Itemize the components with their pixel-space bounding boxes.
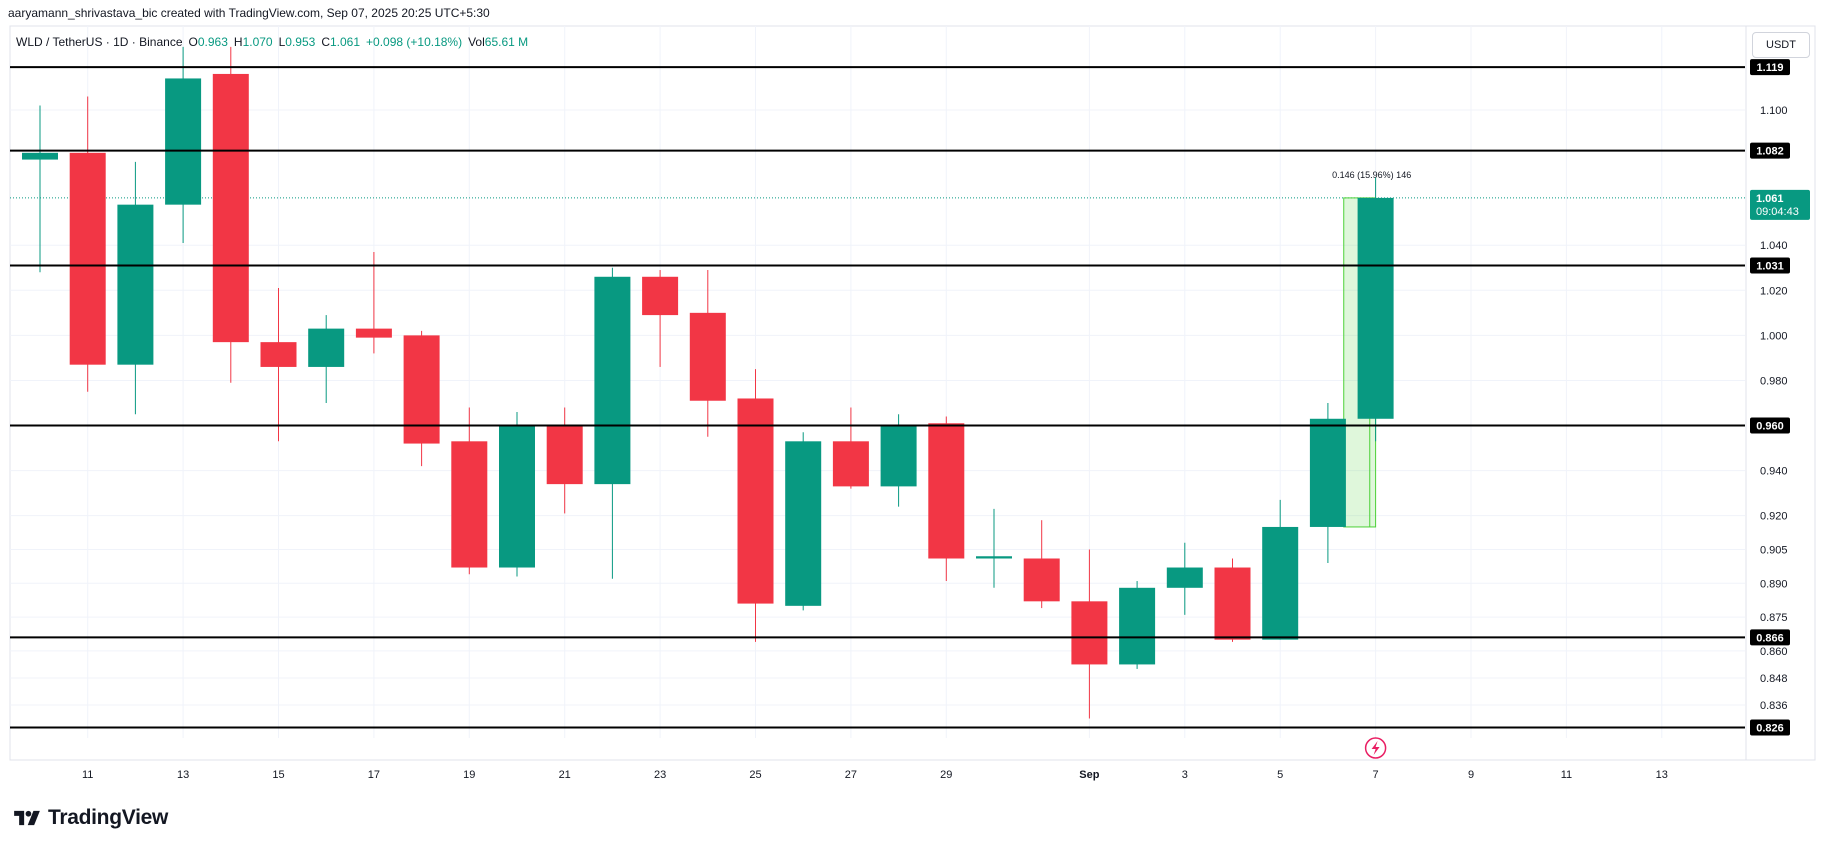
candle-up	[308, 328, 345, 367]
close-label: C	[321, 35, 330, 49]
high-value: 1.070	[242, 35, 273, 49]
x-tick-label: 11	[82, 769, 93, 781]
candle-down	[737, 398, 774, 604]
last-price-label: 1.061	[1756, 193, 1784, 205]
candle-down	[212, 73, 249, 343]
x-tick-label: 11	[1561, 769, 1572, 781]
x-tick-label: 3	[1182, 769, 1188, 781]
level-price-label: 0.866	[1756, 632, 1784, 644]
x-tick-label: 29	[940, 769, 952, 781]
level-price-label: 1.119	[1757, 62, 1784, 74]
level-price-label: 0.826	[1756, 723, 1784, 735]
symbol-name[interactable]: WLD / TetherUS · 1D · Binance	[16, 35, 183, 49]
y-tick-label: 1.000	[1760, 330, 1788, 342]
candle-down	[451, 441, 488, 568]
candle-up	[785, 441, 822, 606]
countdown-label: 09:04:43	[1756, 206, 1799, 218]
y-tick-label: 0.848	[1760, 673, 1788, 685]
x-tick-label: 7	[1373, 769, 1379, 781]
candle-up	[1166, 567, 1203, 588]
candle-up	[165, 78, 202, 205]
level-price-tag	[1750, 629, 1790, 646]
x-tick-label: 5	[1277, 769, 1283, 781]
last-price-tag	[1750, 189, 1810, 220]
tradingview-logo-icon	[14, 810, 40, 826]
candle-down	[832, 441, 869, 487]
y-tick-label: 0.905	[1760, 544, 1788, 556]
level-price-label: 0.960	[1756, 421, 1784, 433]
x-tick-label: 17	[368, 769, 380, 781]
candle-down	[403, 335, 440, 444]
x-tick-label: Sep	[1079, 769, 1099, 781]
symbol-legend: WLD / TetherUS · 1D · Binance O 0.963 H …	[16, 35, 534, 49]
level-price-tag	[1750, 59, 1790, 76]
chart-credit: aaryamann_shrivastava_bic created with T…	[8, 6, 490, 20]
candle-down	[1023, 558, 1060, 602]
lightning-glyph	[1371, 741, 1380, 755]
volume-label: Vol	[468, 35, 485, 49]
candle-up	[499, 425, 535, 568]
plot-frame	[9, 25, 1816, 761]
candle-up	[1357, 197, 1394, 419]
candle-down	[69, 152, 106, 365]
candle-down	[1214, 567, 1251, 640]
x-tick-label: 15	[272, 769, 284, 781]
open-label: O	[188, 35, 198, 49]
candle-down	[355, 328, 392, 338]
candle-up	[117, 204, 154, 365]
candle-up	[1119, 587, 1156, 665]
y-tick-label: 1.100	[1760, 105, 1788, 117]
x-tick-label: 9	[1468, 769, 1474, 781]
candle-down	[546, 425, 583, 485]
candle-up	[1309, 418, 1346, 527]
candle-up	[1262, 526, 1299, 640]
x-tick-label: 25	[749, 769, 761, 781]
x-tick-label: 27	[845, 769, 857, 781]
x-tick-label: 13	[1656, 769, 1668, 781]
y-tick-label: 0.836	[1760, 700, 1788, 712]
candle-down	[689, 312, 726, 401]
level-price-tag	[1750, 719, 1790, 736]
low-value: 0.953	[285, 35, 316, 49]
currency-selector[interactable]: USDT	[1752, 32, 1810, 58]
x-tick-label: 19	[463, 769, 475, 781]
x-tick-label: 23	[654, 769, 666, 781]
candle-down	[642, 276, 679, 316]
brand-name: TradingView	[48, 806, 169, 829]
measure-label: 0.146 (15.96%) 146	[1332, 170, 1411, 180]
volume-value: 65.61 M	[484, 35, 529, 49]
candle-up	[594, 276, 631, 485]
level-price-label: 1.031	[1756, 261, 1784, 273]
y-tick-label: 0.890	[1760, 578, 1788, 590]
change-value: +0.098 (+10.18%)	[366, 35, 463, 49]
close-value: 1.061	[329, 35, 361, 49]
level-price-tag	[1750, 142, 1790, 159]
candle-up	[22, 152, 58, 160]
level-price-label: 1.082	[1756, 146, 1784, 158]
candle-down	[260, 342, 297, 367]
open-value: 0.963	[197, 35, 228, 49]
level-price-tag	[1750, 257, 1790, 274]
y-tick-label: 0.940	[1760, 466, 1788, 478]
candle-up	[976, 556, 1012, 559]
y-tick-label: 0.860	[1760, 646, 1788, 658]
candle-down	[928, 423, 965, 559]
low-label: L	[278, 35, 286, 49]
brand[interactable]: TradingView	[10, 806, 168, 830]
x-tick-label: 13	[177, 769, 189, 781]
candle-down	[1071, 601, 1108, 665]
high-label: H	[233, 35, 243, 49]
x-tick-label: 21	[559, 769, 571, 781]
candle-up	[880, 425, 917, 487]
y-tick-label: 0.920	[1760, 511, 1788, 523]
y-tick-label: 0.980	[1760, 375, 1788, 387]
level-price-tag	[1750, 417, 1790, 434]
y-tick-label: 1.040	[1760, 240, 1788, 252]
y-tick-label: 1.020	[1760, 285, 1788, 297]
y-tick-label: 0.875	[1760, 612, 1788, 624]
